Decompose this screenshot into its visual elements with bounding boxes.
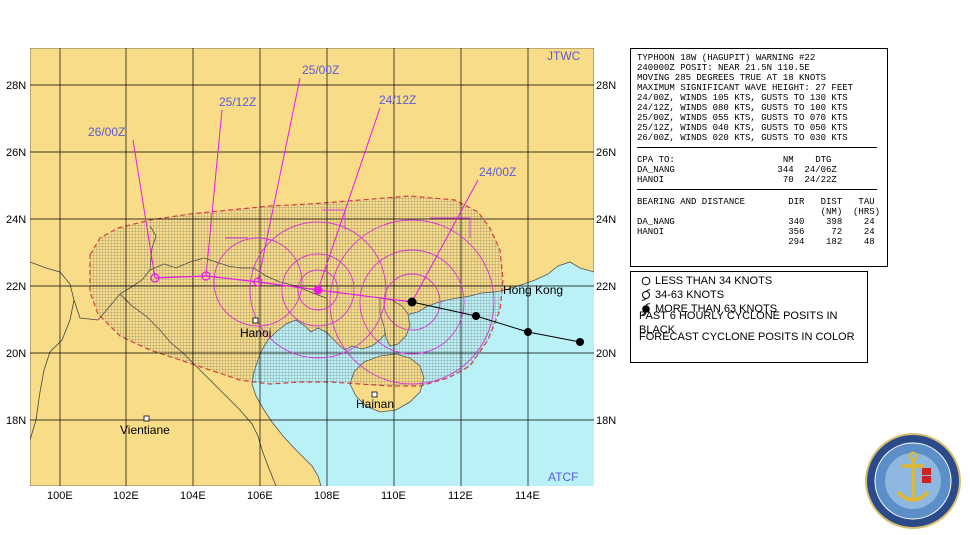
wind-radii: [213, 209, 495, 385]
city-hong-kong: Hong Kong: [503, 283, 563, 297]
svg-text:26N: 26N: [596, 147, 616, 159]
forecast-tag-25-12: 25/12Z: [219, 95, 256, 109]
cpa-row: HANOI 70 24/22Z: [637, 175, 837, 185]
svg-text:18N: 18N: [596, 415, 616, 427]
jtwc-seal-logo: [865, 433, 961, 529]
legend-item: 34-63 KNOTS: [639, 288, 859, 302]
legend-note: PAST 6 HOURLY CYCLONE POSITS IN BLACK: [639, 310, 838, 336]
lon-labels: 100E 102E 104E 106E 108E 110E 112E 114E: [47, 490, 540, 502]
legend-item: LESS THAN 34 KNOTS: [639, 274, 859, 288]
open-circle-icon: [639, 274, 653, 288]
lat-labels-left: 28N 26N 24N 22N 20N 18N: [6, 80, 26, 427]
forecast-position: [253, 277, 263, 287]
svg-text:20N: 20N: [6, 348, 26, 360]
warning-line: 26/00Z, WINDS 020 KTS, GUSTS TO 030 KTS: [637, 133, 848, 143]
forecast-tag-25-00: 25/00Z: [302, 63, 339, 77]
legend-note: FORECAST CYCLONE POSITS IN COLOR: [639, 331, 855, 343]
warning-panel: TYPHOON 18W (HAGUPIT) WARNING #22 240000…: [630, 48, 888, 267]
city-hanoi: Hanoi: [240, 326, 271, 340]
tropical-storm-icon: [639, 288, 653, 302]
divider: [637, 147, 877, 148]
city-vientiane: Vientiane: [120, 423, 170, 437]
svg-text:102E: 102E: [113, 490, 139, 502]
cpa-row: DA_NANG 344 24/06Z: [637, 165, 837, 175]
svg-text:106E: 106E: [247, 490, 273, 502]
forecast-position: [201, 271, 211, 281]
forecast-position: [313, 285, 323, 295]
cpa-header: CPA TO: NM DTG: [637, 155, 832, 165]
divider: [637, 189, 877, 190]
svg-text:22N: 22N: [6, 281, 26, 293]
jtwc-tag: JTWC: [547, 49, 581, 63]
svg-text:108E: 108E: [314, 490, 340, 502]
past-position: [472, 312, 480, 320]
bearing-header-units: (NM) (HRS): [637, 207, 881, 217]
forecast-track: [132, 77, 479, 307]
warning-line: 24/00Z, WINDS 105 KTS, GUSTS TO 130 KTS: [637, 93, 848, 103]
svg-text:104E: 104E: [180, 490, 206, 502]
past-position: [524, 328, 532, 336]
forecast-tag-26-00: 26/00Z: [88, 125, 125, 139]
city-hainan: Hainan: [356, 397, 394, 411]
atcf-tag: ATCF: [548, 470, 578, 484]
warning-line: 25/12Z, WINDS 040 KTS, GUSTS TO 050 KTS: [637, 123, 848, 133]
bearing-row: HANOI 356 72 24: [637, 227, 875, 237]
svg-text:100E: 100E: [47, 490, 73, 502]
current-position: [407, 297, 417, 307]
past-position: [576, 338, 584, 346]
svg-text:110E: 110E: [381, 490, 406, 502]
forecast-position: [150, 273, 160, 283]
svg-text:18N: 18N: [6, 415, 26, 427]
svg-text:26N: 26N: [6, 147, 26, 159]
forecast-tag-24-12: 24/12Z: [379, 93, 416, 107]
typhoon-icon: [639, 302, 653, 316]
warning-line: 25/00Z, WINDS 055 KTS, GUSTS TO 070 KTS: [637, 113, 848, 123]
svg-text:24N: 24N: [596, 214, 616, 226]
forecast-tag-24-00: 24/00Z: [479, 165, 516, 179]
bearing-row: 294 182 48: [637, 237, 875, 247]
svg-text:28N: 28N: [6, 80, 26, 92]
svg-text:28N: 28N: [596, 80, 616, 92]
warning-line: TYPHOON 18W (HAGUPIT) WARNING #22: [637, 53, 816, 63]
lat-labels-right: 28N 26N 24N 22N 20N 18N: [596, 80, 616, 427]
city-markers: [143, 317, 378, 422]
svg-text:114E: 114E: [515, 490, 540, 502]
legend-panel: LESS THAN 34 KNOTS 34-63 KNOTS MORE THAN…: [630, 271, 868, 363]
graticule: [30, 48, 594, 486]
bearing-header: BEARING AND DISTANCE DIR DIST TAU: [637, 197, 875, 207]
svg-text:22N: 22N: [596, 281, 616, 293]
svg-text:24N: 24N: [6, 214, 26, 226]
svg-text:20N: 20N: [596, 348, 616, 360]
warning-line: 240000Z POSIT: NEAR 21.5N 110.5E: [637, 63, 810, 73]
svg-text:112E: 112E: [448, 490, 473, 502]
warning-line: 24/12Z, WINDS 080 KTS, GUSTS TO 100 KTS: [637, 103, 848, 113]
warning-line: MAXIMUM SIGNIFICANT WAVE HEIGHT: 27 FEET: [637, 83, 854, 93]
warning-line: MOVING 285 DEGREES TRUE AT 18 KNOTS: [637, 73, 827, 83]
bearing-row: DA_NANG 340 398 24: [637, 217, 875, 227]
past-track: [411, 301, 584, 346]
legend-item: MORE THAN 63 KNOTS: [639, 302, 859, 316]
